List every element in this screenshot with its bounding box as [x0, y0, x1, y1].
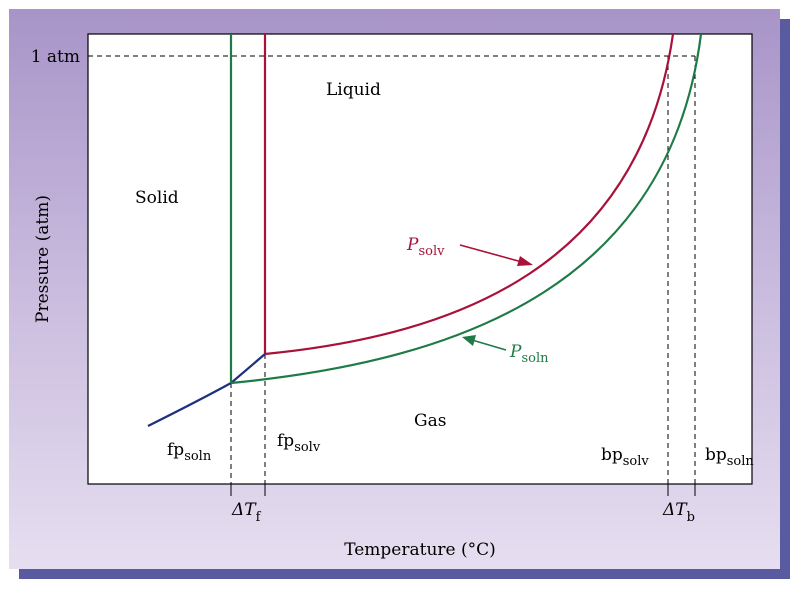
fp-solv-label: fpsolv — [277, 431, 321, 455]
guide-lines — [88, 55, 696, 484]
bp-soln-label: bpsoln — [705, 445, 754, 469]
pressure-tick-label: 1 atm — [31, 47, 80, 67]
p-solv-arrow-line — [459, 244, 523, 263]
p-solv-arrowhead — [517, 256, 533, 266]
delta-tf-label: ΔTf — [231, 500, 262, 525]
p-soln-label: Psoln — [509, 342, 549, 366]
delta-tb-label: ΔTb — [662, 500, 695, 525]
plot-area — [87, 33, 753, 485]
delta-tick-marks — [230, 484, 696, 496]
p-soln-arrowhead — [462, 335, 476, 346]
region-liquid: Liquid — [326, 80, 381, 100]
region-gas: Gas — [414, 411, 446, 431]
y-axis-label: Pressure (atm) — [33, 195, 53, 323]
p-solv-label: Psolv — [406, 235, 445, 259]
fp-soln-label: fpsoln — [167, 440, 212, 464]
solution-vapor-curve — [230, 33, 703, 385]
solvent-vapor-curve — [264, 33, 675, 356]
x-axis-label: Temperature (°C) — [344, 540, 496, 560]
bp-solv-label: bpsolv — [601, 445, 649, 469]
p-soln-arrow-line — [471, 339, 507, 351]
region-solid: Solid — [135, 188, 179, 208]
sublimation-curve — [147, 353, 266, 427]
